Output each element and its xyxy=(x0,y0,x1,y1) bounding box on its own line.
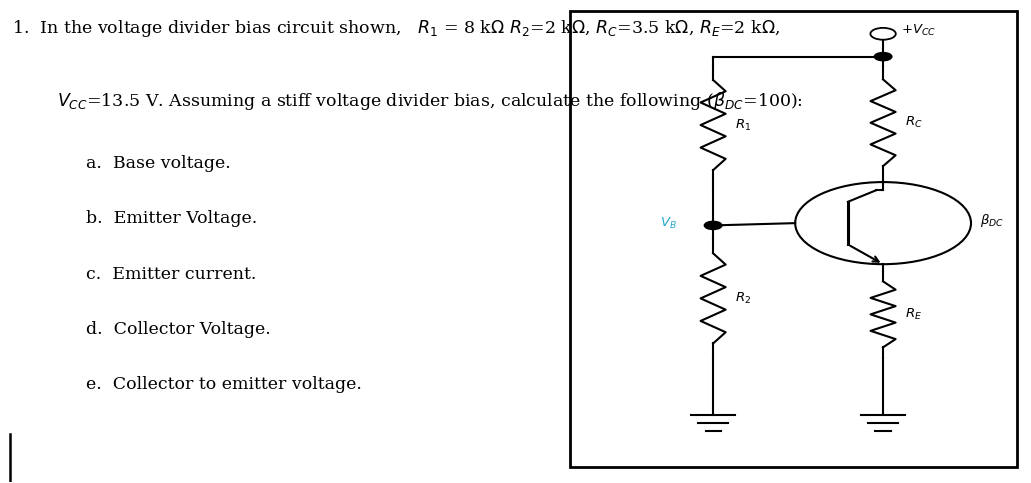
Text: $+V_{CC}$: $+V_{CC}$ xyxy=(901,23,936,38)
Circle shape xyxy=(874,53,892,61)
Text: $R_2$: $R_2$ xyxy=(735,291,752,306)
Text: $V_B$: $V_B$ xyxy=(661,215,677,231)
Text: $V_{CC}$=13.5 V. Assuming a stiff voltage divider bias, calculate the following : $V_{CC}$=13.5 V. Assuming a stiff voltag… xyxy=(57,90,803,112)
Text: 1.  In the voltage divider bias circuit shown,   $R_1$ = 8 k$\Omega$ $R_2$=2 k$\: 1. In the voltage divider bias circuit s… xyxy=(11,18,779,39)
Bar xyxy=(570,11,1018,467)
Text: $R_C$: $R_C$ xyxy=(905,115,923,130)
Text: d.  Collector Voltage.: d. Collector Voltage. xyxy=(86,321,270,338)
Text: $\beta_{DC}$: $\beta_{DC}$ xyxy=(979,213,1004,229)
Text: e.  Collector to emitter voltage.: e. Collector to emitter voltage. xyxy=(86,376,362,393)
Text: c.  Emitter current.: c. Emitter current. xyxy=(86,266,256,283)
Text: b.  Emitter Voltage.: b. Emitter Voltage. xyxy=(86,210,257,227)
Circle shape xyxy=(704,221,722,229)
Text: $R_1$: $R_1$ xyxy=(735,117,752,133)
Text: a.  Base voltage.: a. Base voltage. xyxy=(86,155,231,172)
Text: $R_E$: $R_E$ xyxy=(905,307,923,322)
